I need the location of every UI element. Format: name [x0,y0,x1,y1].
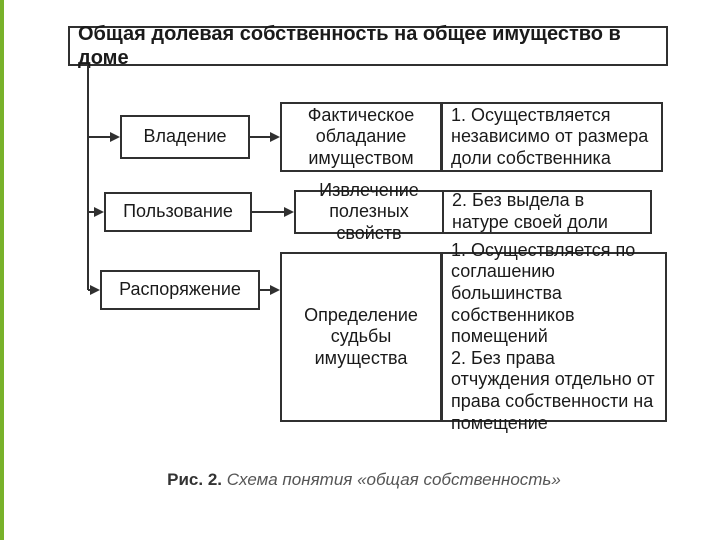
disp-col3-text: 1. Осуществляется по соглашению большинс… [451,240,657,434]
disp-col3: 1. Осуществляется по соглашению большинс… [441,252,667,422]
diagram-canvas: Общая долевая собственность на общее иму… [0,0,720,540]
caption-rest: Схема понятия «общая собственность» [222,470,561,489]
disp-col2-text: Определение судьбы имущества [290,305,432,370]
caption-bold: Рис. 2. [167,470,222,489]
figure-caption: Рис. 2. Схема понятия «общая собственнос… [4,470,720,490]
disp-col2: Определение судьбы имущества [280,252,442,422]
